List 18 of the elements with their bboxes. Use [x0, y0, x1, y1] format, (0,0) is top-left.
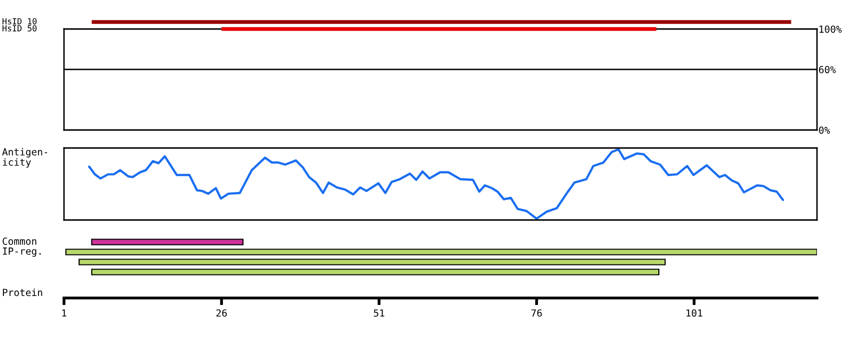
category-label: HsID 50 [2, 25, 37, 32]
x-tick-label: 1 [62, 309, 66, 317]
bar [65, 248, 817, 256]
y-axis-title: Antigen- icity [2, 148, 48, 168]
bar [91, 268, 660, 276]
y-tick-label: 0% [819, 126, 830, 134]
y-tick-label: 100% [820, 26, 842, 33]
x-axis-title: Protein [2, 288, 42, 296]
category-label: Common [2, 237, 36, 245]
category-label: HsID 10 [2, 18, 37, 24]
x-tick-label: 101 [686, 309, 702, 317]
x-tick-label: 26 [216, 309, 227, 317]
bar [78, 258, 666, 266]
y-tick-label: 60% [819, 66, 836, 74]
category-label: IP-reg. [2, 248, 41, 257]
x-tick-label: 51 [374, 309, 384, 317]
bar [91, 238, 244, 246]
x-tick-label: 76 [531, 309, 542, 317]
